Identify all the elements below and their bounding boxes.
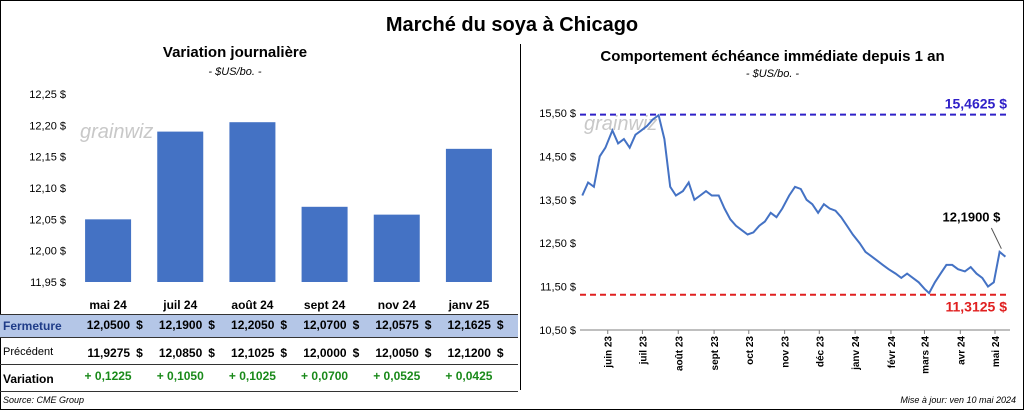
currency-symbol: $ <box>424 318 432 332</box>
currency-symbol: $ <box>136 346 143 360</box>
source-note: Source: CME Group <box>3 395 85 405</box>
bar <box>157 131 204 282</box>
precedent-cell: 12,0850 <box>158 346 203 360</box>
y-tick-label: 13,50 $ <box>539 195 576 207</box>
currency-symbol: $ <box>352 318 360 332</box>
min-label: 11,3125 $ <box>945 299 1007 315</box>
bar <box>301 206 348 282</box>
x-tick-label: mars 24 <box>920 336 931 374</box>
bar-chart: grainwiz 12,25 $ 12,20 $ 12,15 $ 12,10 $ 12,0… <box>29 89 505 312</box>
fermeture-cell: 12,0575 <box>375 318 419 332</box>
x-tick-label: févr 24 <box>887 336 898 369</box>
update-note: Mise à jour: ven 10 mai 2024 <box>900 395 1016 405</box>
precedent-cell: 12,1025 <box>231 346 275 360</box>
panel-divider <box>520 44 521 390</box>
left-chart-subtitle: - $US/bo. - <box>208 66 262 78</box>
y-tick-label: 15,50 $ <box>539 108 576 120</box>
y-tick-label: 12,10 $ <box>29 183 66 195</box>
variation-label: Variation <box>3 372 54 386</box>
fermeture-cell: 12,1900 <box>158 318 203 332</box>
variation-cell: + 0,0525 <box>373 369 421 383</box>
fermeture-cell: 12,0500 <box>86 318 131 332</box>
x-tick-label: août 23 <box>674 336 685 371</box>
x-tick-label: juil 23 <box>638 336 649 366</box>
x-tick-label: mai 24 <box>991 336 1002 368</box>
y-tick-label: 12,20 $ <box>29 120 66 132</box>
x-tick-label: déc 23 <box>815 336 826 368</box>
x-tick-label: janv 24 <box>851 336 862 371</box>
right-chart-subtitle: - $US/bo. - <box>745 68 800 80</box>
variation-cell: + 0,1050 <box>156 369 204 383</box>
fermeture-cell: 12,2050 <box>231 318 275 332</box>
currency-symbol: $ <box>424 346 432 360</box>
bar <box>373 214 420 282</box>
x-tick-label: nov 23 <box>781 336 792 368</box>
y-tick-label: 14,50 $ <box>539 151 576 163</box>
fermeture-cell: 12,0700 <box>303 318 347 332</box>
x-tick-label: janv 25 <box>448 298 490 312</box>
table-row-fermeture: Fermeture <box>0 314 518 338</box>
y-tick-label: 12,25 $ <box>29 89 66 101</box>
x-tick-label: mai 24 <box>89 298 127 312</box>
y-tick-label: 10,50 $ <box>539 325 576 337</box>
bar <box>85 219 132 282</box>
variation-cell: + 0,1225 <box>84 369 132 383</box>
precedent-cell: 12,0000 <box>303 346 347 360</box>
max-label: 15,4625 $ <box>945 96 1007 112</box>
x-tick-label: sept 24 <box>304 298 346 312</box>
x-tick-label: août 24 <box>231 298 273 312</box>
watermark-logo: grainwiz <box>584 113 657 135</box>
fermeture-label: Fermeture <box>3 319 62 333</box>
price-line <box>581 113 1007 295</box>
y-tick-label: 12,50 $ <box>539 238 576 250</box>
x-tick-label: juin 23 <box>604 336 615 369</box>
y-tick-label: 11,95 $ <box>30 277 66 289</box>
table-row-precedent: Précédent <box>0 338 518 360</box>
currency-symbol: $ <box>496 318 504 332</box>
currency-symbol: $ <box>208 318 215 332</box>
page-title: Marché du soya à Chicago <box>385 14 639 36</box>
watermark-logo: grainwiz <box>80 121 153 143</box>
currency-symbol: $ <box>136 318 143 332</box>
y-tick-label: 12,05 $ <box>29 214 66 226</box>
precedent-cell: 12,0050 <box>375 346 419 360</box>
fermeture-cell: 12,1625 <box>447 318 491 332</box>
x-tick-label: nov 24 <box>378 298 416 312</box>
currency-symbol: $ <box>280 318 288 332</box>
bar <box>445 148 492 282</box>
x-tick-label: avr 24 <box>956 336 967 365</box>
y-tick-label: 11,50 $ <box>540 282 576 294</box>
y-tick-label: 12,15 $ <box>29 152 66 164</box>
table-row-variation: Variation <box>0 364 518 392</box>
right-chart-title: Comportement échéance immédiate depuis 1… <box>600 48 945 65</box>
plot-area <box>72 94 505 282</box>
currency-symbol: $ <box>208 346 215 360</box>
variation-cell: + 0,0425 <box>445 369 493 383</box>
y-tick-label: 12,00 $ <box>29 246 66 258</box>
x-tick-label: oct 23 <box>745 336 756 365</box>
line-chart: grainwiz 15,50 $ 14,50 $ 13,50 $ 12,50 $ 11,5… <box>539 96 1010 374</box>
currency-symbol: $ <box>496 346 504 360</box>
left-chart-title: Variation journalière <box>162 44 308 61</box>
x-tick-label: juil 24 <box>162 298 197 312</box>
precedent-cell: 11,9275 <box>87 346 131 360</box>
currency-symbol: $ <box>280 346 288 360</box>
variation-cell: + 0,0700 <box>301 369 349 383</box>
precedent-label: Précédent <box>3 346 54 358</box>
bar <box>229 122 276 282</box>
precedent-cell: 12,1200 <box>447 346 491 360</box>
last-value-leader <box>990 227 1002 249</box>
last-value-label: 12,1900 $ <box>943 210 1002 225</box>
currency-symbol: $ <box>352 346 360 360</box>
x-tick-label: sept 23 <box>710 336 721 371</box>
variation-cell: + 0,1025 <box>228 369 276 383</box>
